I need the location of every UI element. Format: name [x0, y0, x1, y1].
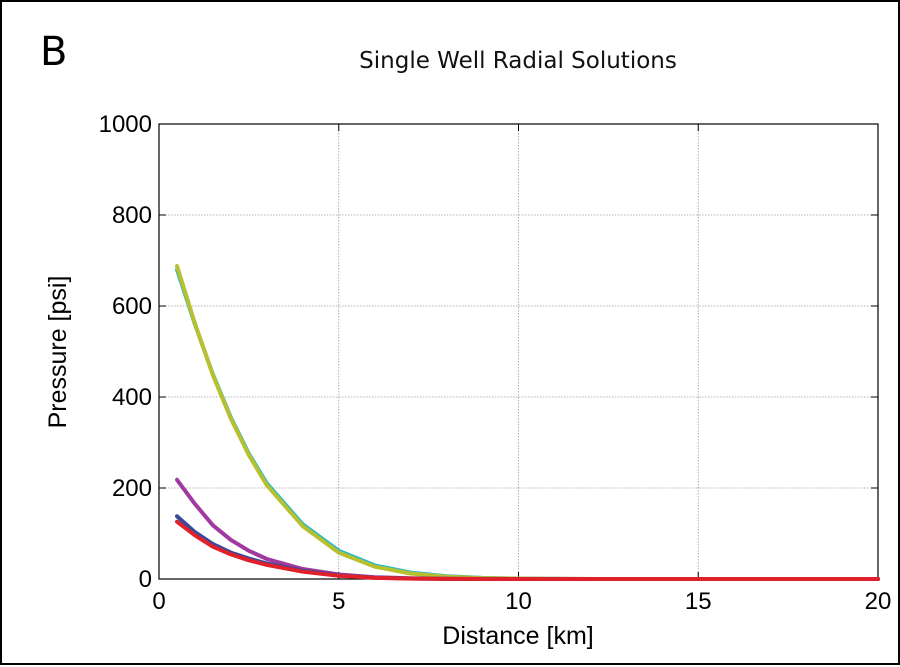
y-tick-label: 200 [112, 475, 152, 502]
x-tick-label: 0 [152, 588, 165, 615]
plot-area [158, 123, 879, 580]
x-axis: 0 5 10 15 20 [152, 124, 891, 615]
y-tick-label: 0 [139, 566, 152, 593]
panel-label: B [40, 29, 67, 75]
x-axis-label: Distance [km] [442, 622, 593, 650]
series-line-3 [175, 477, 880, 581]
y-tick-label: 600 [112, 293, 152, 320]
grid [159, 124, 878, 579]
y-tick-label: 400 [112, 384, 152, 411]
x-tick-label: 10 [505, 588, 532, 615]
series-line-2 [175, 264, 880, 581]
series-line-5 [175, 519, 880, 581]
y-axis-label: Pressure [psi] [44, 276, 72, 429]
chart-title: Single Well Radial Solutions [359, 48, 677, 74]
x-tick-label: 15 [685, 588, 712, 615]
series-layer [175, 264, 880, 581]
y-tick-label: 800 [112, 202, 152, 229]
x-tick-label: 20 [865, 588, 892, 615]
series-line-1 [175, 267, 880, 581]
x-tick-label: 5 [332, 588, 345, 615]
y-axis: 0 200 400 600 800 1000 [99, 111, 878, 593]
y-tick-label: 1000 [99, 111, 152, 138]
